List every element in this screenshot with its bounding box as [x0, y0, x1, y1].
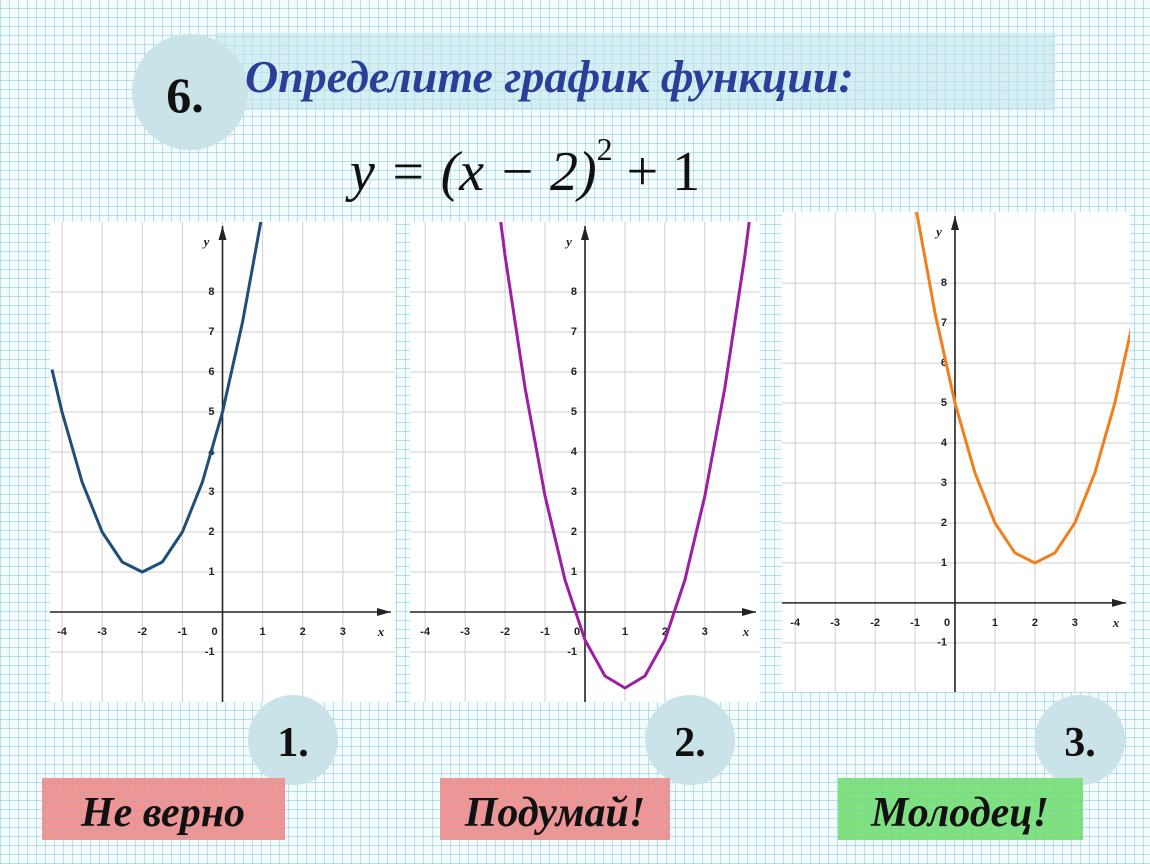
y-arrow	[218, 226, 227, 240]
x-tick-label: -3	[830, 617, 840, 629]
x-tick-label: -1	[910, 617, 920, 629]
x-tick-label: 3	[1072, 617, 1078, 629]
x-tick-label: -4	[420, 626, 431, 638]
title-band-grid	[215, 33, 1055, 110]
option-badge	[248, 695, 338, 785]
y-axis-label: y	[202, 234, 210, 249]
graph-panel	[782, 212, 1130, 692]
y-tick-label: 7	[208, 326, 214, 338]
x-tick-label: 0	[574, 626, 580, 638]
verdict[interactable]: Молодец!	[870, 790, 1049, 836]
y-tick-label: 8	[571, 286, 577, 298]
x-tick-label: -4	[790, 617, 801, 629]
y-tick-label: 3	[208, 486, 214, 498]
verdict-box-grid	[838, 778, 1083, 840]
x-tick-label: 3	[702, 626, 708, 638]
y-tick-label: 5	[571, 406, 577, 418]
x-tick-label: 0	[944, 617, 950, 629]
formula-base: y = (x − 2)	[345, 141, 597, 203]
y-tick-label: 2	[208, 526, 214, 538]
x-axis-label: x	[1112, 615, 1120, 630]
y-tick-label: 8	[941, 277, 947, 289]
y-tick-label: 5	[941, 397, 947, 409]
y-tick-label: 2	[941, 517, 947, 529]
x-arrow	[1112, 598, 1126, 607]
function-curve	[915, 212, 1130, 565]
y-tick-label: 1	[941, 557, 947, 569]
x-tick-label: 2	[662, 626, 668, 638]
y-tick-label: 4	[571, 446, 578, 458]
y-tick-label: 6	[941, 357, 947, 369]
y-axis-label: y	[934, 224, 942, 239]
y-tick-label: 3	[571, 486, 577, 498]
task-title: Определите график функции:	[245, 51, 854, 102]
x-tick-label: 1	[622, 626, 628, 638]
y-tick-label: 5	[208, 406, 214, 418]
option-number: 3.	[1064, 720, 1096, 766]
verdict[interactable]: Подумай!	[464, 790, 645, 836]
x-arrow	[742, 608, 756, 616]
y-tick-label: 3	[941, 477, 947, 489]
function-curve	[499, 222, 751, 690]
x-arrow	[377, 608, 391, 616]
verdict-box-grid	[42, 778, 285, 840]
x-tick-label: -2	[870, 617, 880, 629]
option-number: 1.	[277, 720, 309, 766]
x-tick-label: -3	[460, 626, 470, 638]
x-tick-label: -3	[97, 626, 107, 638]
x-tick-label: 2	[300, 626, 306, 638]
x-tick-label: 1	[992, 617, 998, 629]
y-arrow	[951, 216, 960, 230]
function-curve	[50, 222, 263, 574]
option-number: 2.	[674, 720, 706, 766]
y-tick-label: 1	[571, 566, 577, 578]
formula-rest: + 1	[613, 141, 701, 203]
x-tick-label: 0	[211, 626, 217, 638]
x-tick-label: -2	[500, 626, 510, 638]
y-tick-label: 6	[571, 366, 577, 378]
x-tick-label: -4	[57, 626, 68, 638]
task-number: 6.	[166, 67, 204, 123]
y-tick-label: 2	[571, 526, 577, 538]
charts: -4 -3 -2 -1 0 1 2 3 -1 1 2 3 4 5 6 7 8 x y -4 -3 -2 -1 0 1 2 3 -1 1 2…	[50, 212, 1130, 702]
verdict[interactable]: Не верно	[80, 790, 245, 836]
y-tick-label: 4	[941, 437, 948, 449]
x-axis-label: x	[377, 624, 385, 639]
x-axis-label: x	[742, 624, 750, 639]
x-tick-label: 3	[340, 626, 346, 638]
y-tick-label: -1	[567, 646, 577, 658]
y-tick-label: 1	[208, 566, 214, 578]
x-tick-label: -1	[540, 626, 550, 638]
option-badge	[1035, 695, 1125, 785]
y-tick-label: 7	[941, 317, 947, 329]
y-tick-label: 6	[208, 366, 214, 378]
number-badge	[132, 34, 248, 150]
formula-exponent: 2	[597, 131, 613, 167]
y-tick-label: -1	[205, 646, 215, 658]
graph: -4 -3 -2 -1 0 1 2 3 -1 1 2 3 4 5 6 7 8 x y	[782, 212, 1130, 692]
formula: y = (x − 2)2 + 1	[345, 131, 700, 203]
option-badge	[645, 695, 735, 785]
y-tick-label: 7	[571, 326, 577, 338]
x-tick-label: 1	[260, 626, 266, 638]
y-arrow	[581, 226, 589, 240]
y-tick-label: -1	[937, 637, 947, 649]
x-tick-label: -1	[177, 626, 187, 638]
x-tick-label: -2	[137, 626, 147, 638]
y-axis-label: y	[564, 234, 572, 249]
graph: -4 -3 -2 -1 0 1 2 3 -1 1 2 3 4 5 6 7 8 x y	[410, 222, 760, 702]
y-tick-label: 8	[208, 286, 214, 298]
verdict-box-grid	[440, 778, 670, 840]
x-tick-label: 2	[1032, 617, 1038, 629]
